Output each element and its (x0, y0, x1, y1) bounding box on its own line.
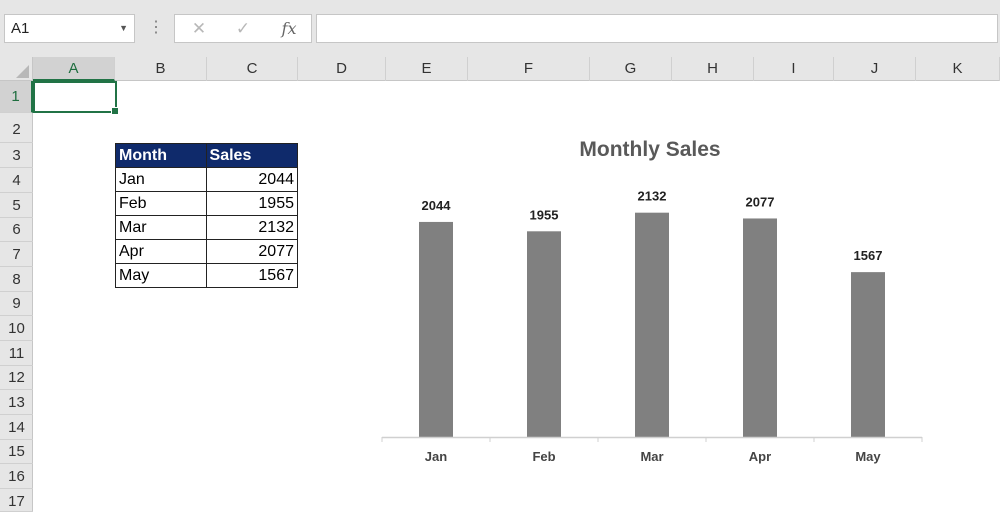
row-header-7[interactable]: 7 (0, 242, 33, 267)
data-label[interactable]: 1955 (530, 207, 559, 222)
row-header-13[interactable]: 13 (0, 390, 33, 415)
column-header-f[interactable]: F (468, 57, 590, 81)
row-header-4[interactable]: 4 (0, 168, 33, 193)
bar-chart[interactable]: 2044 Jan 1955 Feb 2132 Mar 2077 Apr 1567 May (370, 175, 940, 475)
table-row: Feb 1955 (115, 191, 299, 216)
x-tick-label[interactable]: Feb (532, 449, 555, 464)
column-headers: A B C D E F G H I J K (0, 57, 1000, 81)
row-header-15[interactable]: 15 (0, 440, 33, 464)
data-label[interactable]: 2044 (422, 198, 452, 213)
x-tick-label[interactable]: Mar (640, 449, 663, 464)
row-header-12[interactable]: 12 (0, 366, 33, 390)
name-box-value: A1 (11, 20, 30, 37)
x-tick-label[interactable]: Jan (425, 449, 447, 464)
formula-buttons: ✕ ✓ fx (174, 14, 312, 43)
cell-sales[interactable]: 2044 (205, 167, 299, 192)
row-header-16[interactable]: 16 (0, 464, 33, 489)
chart-bar[interactable] (743, 218, 777, 437)
column-header-j[interactable]: J (834, 57, 916, 81)
cell-month[interactable]: Feb (115, 191, 207, 216)
select-all-button[interactable] (0, 57, 33, 81)
row-header-5[interactable]: 5 (0, 193, 33, 218)
chart-bar[interactable] (527, 231, 561, 437)
table-row: Apr 2077 (115, 239, 299, 264)
column-header-i[interactable]: I (754, 57, 834, 81)
insert-function-icon[interactable]: fx (281, 19, 297, 38)
cell-sales[interactable]: 2077 (205, 239, 299, 264)
cell-month[interactable]: Apr (115, 239, 207, 264)
table-header-row: Month Sales (115, 143, 299, 168)
cell-month[interactable]: May (115, 263, 207, 288)
column-header-e[interactable]: E (386, 57, 468, 81)
row-header-14[interactable]: 14 (0, 415, 33, 440)
chart-bar[interactable] (635, 212, 669, 437)
x-tick-label[interactable]: May (855, 449, 881, 464)
row-headers: 1 2 3 4 5 6 7 8 9 10 11 12 13 14 15 16 1… (0, 81, 33, 512)
row-header-11[interactable]: 11 (0, 341, 33, 366)
row-header-6[interactable]: 6 (0, 218, 33, 242)
x-tick-label[interactable]: Apr (749, 449, 771, 464)
row-header-8[interactable]: 8 (0, 267, 33, 292)
chart-title[interactable]: Monthly Sales (579, 138, 721, 161)
row-header-17[interactable]: 17 (0, 489, 33, 512)
table-row: Mar 2132 (115, 215, 299, 240)
data-label[interactable]: 1567 (854, 248, 883, 263)
name-box[interactable]: A1 ▼ (4, 14, 135, 43)
column-header-g[interactable]: G (590, 57, 672, 81)
row-header-9[interactable]: 9 (0, 292, 33, 316)
column-header-k[interactable]: K (916, 57, 1000, 81)
table-header-month[interactable]: Month (115, 143, 207, 168)
chart-bar[interactable] (851, 272, 885, 437)
row-header-10[interactable]: 10 (0, 316, 33, 341)
sales-table: Month Sales Jan 2044 Feb 1955 Mar 2132 A… (115, 143, 299, 288)
column-header-d[interactable]: D (298, 57, 386, 81)
table-row: Jan 2044 (115, 167, 299, 192)
row-header-1[interactable]: 1 (0, 81, 33, 113)
row-header-2[interactable]: 2 (0, 113, 33, 143)
data-label[interactable]: 2132 (638, 189, 667, 204)
row-header-3[interactable]: 3 (0, 143, 33, 168)
formula-bar-area: A1 ▼ ⋮ ✕ ✓ fx (0, 0, 1000, 58)
table-row: May 1567 (115, 263, 299, 288)
active-cell-a1[interactable] (33, 81, 119, 115)
chart-bar[interactable] (419, 221, 453, 437)
chevron-down-icon[interactable]: ▼ (119, 23, 128, 33)
fill-handle[interactable] (111, 107, 119, 115)
column-header-c[interactable]: C (207, 57, 298, 81)
cell-sales[interactable]: 2132 (205, 215, 299, 240)
checkmark-icon[interactable]: ✓ (235, 19, 251, 38)
cell-month[interactable]: Mar (115, 215, 207, 240)
column-header-b[interactable]: B (115, 57, 207, 81)
formula-input[interactable] (316, 14, 998, 43)
cell-month[interactable]: Jan (115, 167, 207, 192)
cell-sales[interactable]: 1567 (205, 263, 299, 288)
data-label[interactable]: 2077 (746, 194, 775, 209)
column-header-h[interactable]: H (672, 57, 754, 81)
column-header-a[interactable]: A (33, 57, 115, 81)
more-options-icon[interactable]: ⋮ (148, 19, 164, 36)
cell-sales[interactable]: 1955 (205, 191, 299, 216)
close-icon[interactable]: ✕ (191, 19, 207, 38)
table-header-sales[interactable]: Sales (205, 143, 299, 168)
